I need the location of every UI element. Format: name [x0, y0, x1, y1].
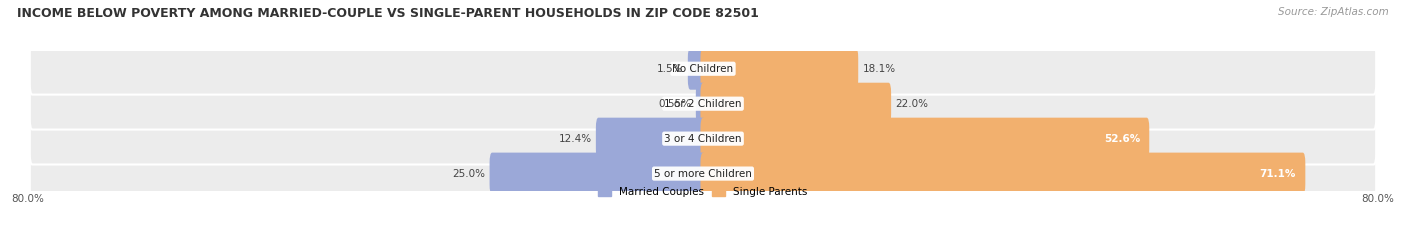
Text: 22.0%: 22.0% — [896, 99, 928, 109]
Text: Source: ZipAtlas.com: Source: ZipAtlas.com — [1278, 7, 1389, 17]
Text: 25.0%: 25.0% — [453, 169, 485, 178]
FancyBboxPatch shape — [489, 153, 706, 195]
Text: No Children: No Children — [672, 64, 734, 74]
FancyBboxPatch shape — [700, 83, 891, 125]
Text: 1.5%: 1.5% — [657, 64, 683, 74]
Text: 12.4%: 12.4% — [558, 134, 592, 144]
Text: 1 or 2 Children: 1 or 2 Children — [664, 99, 742, 109]
FancyBboxPatch shape — [30, 43, 1376, 95]
Text: 71.1%: 71.1% — [1260, 169, 1296, 178]
FancyBboxPatch shape — [30, 78, 1376, 130]
Text: INCOME BELOW POVERTY AMONG MARRIED-COUPLE VS SINGLE-PARENT HOUSEHOLDS IN ZIP COD: INCOME BELOW POVERTY AMONG MARRIED-COUPL… — [17, 7, 759, 20]
FancyBboxPatch shape — [596, 118, 706, 160]
Text: 0.55%: 0.55% — [658, 99, 692, 109]
FancyBboxPatch shape — [30, 148, 1376, 199]
Text: 52.6%: 52.6% — [1104, 134, 1140, 144]
FancyBboxPatch shape — [688, 48, 706, 90]
Text: 3 or 4 Children: 3 or 4 Children — [664, 134, 742, 144]
Text: 18.1%: 18.1% — [862, 64, 896, 74]
FancyBboxPatch shape — [700, 48, 858, 90]
Legend: Married Couples, Single Parents: Married Couples, Single Parents — [599, 187, 807, 197]
FancyBboxPatch shape — [696, 83, 706, 125]
FancyBboxPatch shape — [30, 113, 1376, 164]
FancyBboxPatch shape — [700, 153, 1305, 195]
FancyBboxPatch shape — [700, 118, 1149, 160]
Text: 5 or more Children: 5 or more Children — [654, 169, 752, 178]
